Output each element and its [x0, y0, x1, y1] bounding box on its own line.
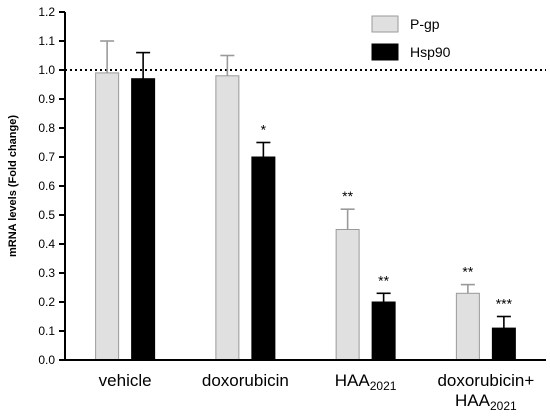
significance-label: ** [342, 188, 353, 204]
y-tick-label: 0.7 [38, 150, 55, 164]
category-label-text: vehicle [99, 371, 152, 390]
category-label: doxorubicin [202, 371, 289, 390]
category-label-text: doxorubicin+ [437, 371, 534, 390]
y-tick-label: 1.2 [38, 5, 55, 19]
y-tick-label: 0.5 [38, 208, 55, 222]
bar-hsp90 [491, 327, 516, 361]
y-tick-label: 0.8 [38, 121, 55, 135]
y-tick-label: 0.3 [38, 266, 55, 280]
y-tick-label: 1.1 [38, 34, 55, 48]
bar-p-gp [95, 72, 120, 361]
y-tick-label: 0.0 [38, 353, 55, 367]
category-label-text: doxorubicin [202, 371, 289, 390]
category-label: vehicle [99, 371, 152, 390]
bar-hsp90 [251, 156, 276, 361]
y-tick-label: 0.1 [38, 324, 55, 338]
category-label-line2-subscript: 2021 [490, 399, 517, 413]
legend-label-hsp90: Hsp90 [410, 44, 451, 60]
bar-hsp90 [131, 78, 156, 361]
y-tick-label: 0.4 [38, 237, 55, 251]
legend-swatch-hsp90 [371, 43, 399, 61]
bar-p-gp [215, 75, 240, 361]
bar-hsp90 [371, 301, 396, 361]
significance-label: ** [462, 264, 473, 280]
category-label-text: HAA [335, 371, 371, 390]
category-label: doxorubicin+ [437, 371, 534, 390]
y-tick-label: 1.0 [38, 63, 55, 77]
y-axis-label: mRNA levels (Fold change) [7, 115, 19, 257]
category-label: HAA2021 [335, 371, 397, 393]
category-label-subscript: 2021 [370, 379, 397, 393]
category-label-line2-text: HAA [455, 391, 491, 410]
legend-label-p-gp: P-gp [410, 16, 440, 32]
y-tick-label: 0.2 [38, 295, 55, 309]
y-tick-label: 0.9 [38, 92, 55, 106]
bar-p-gp [335, 229, 360, 361]
legend-swatch-p-gp [371, 15, 399, 33]
significance-label: *** [496, 296, 513, 312]
bar-p-gp [455, 292, 480, 361]
category-label-line2: HAA2021 [455, 391, 517, 413]
significance-label: * [261, 122, 267, 138]
significance-label: ** [378, 272, 389, 288]
y-tick-label: 0.6 [38, 179, 55, 193]
